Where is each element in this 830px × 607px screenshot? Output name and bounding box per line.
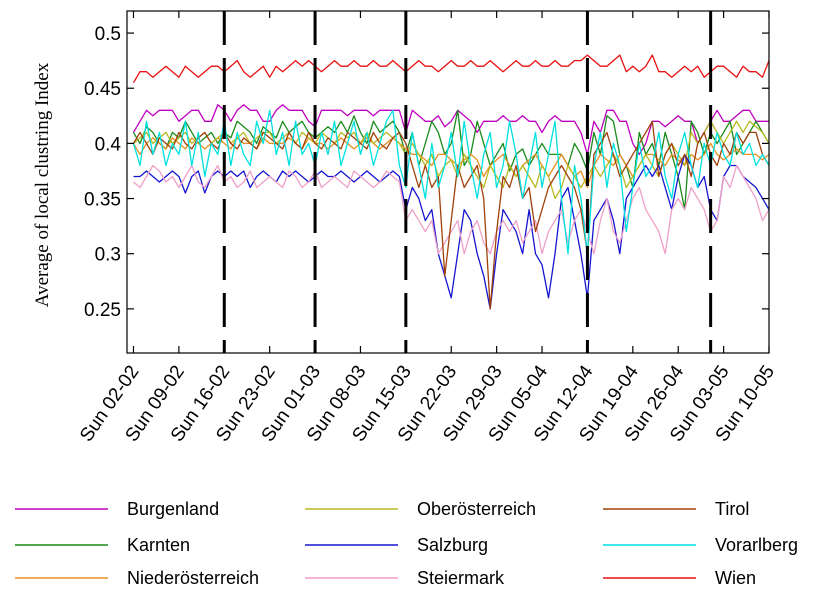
y-tick-label-3: 0.4 bbox=[95, 134, 122, 155]
legend: Burgenland Karnten Niederösterreich Oberöst… bbox=[15, 499, 798, 588]
y-tick-label-1: 0.3 bbox=[95, 245, 121, 266]
series-line-8 bbox=[132, 54, 770, 84]
y-tick-label-2: 0.35 bbox=[84, 190, 121, 211]
legend-label-1: Karnten bbox=[127, 535, 190, 555]
y-axis-ticks: 0.25 0.3 0.35 0.4 0.45 0.5 bbox=[84, 24, 769, 321]
series-line-5 bbox=[133, 164, 770, 255]
plot-frame bbox=[126, 10, 770, 354]
y-tick-label-4: 0.45 bbox=[84, 79, 121, 100]
y-tick-label-5: 0.5 bbox=[95, 24, 121, 45]
legend-label-4: Salzburg bbox=[417, 535, 488, 555]
series-layer bbox=[132, 54, 770, 310]
series-line-4 bbox=[133, 153, 770, 310]
series-line-7 bbox=[132, 109, 770, 255]
series-line-0 bbox=[132, 104, 769, 156]
legend-label-7: Vorarlberg bbox=[715, 535, 798, 555]
legend-label-0: Burgenland bbox=[127, 499, 219, 519]
series-line-1 bbox=[132, 109, 770, 211]
legend-label-6: Tirol bbox=[715, 499, 749, 519]
event-lines bbox=[222, 11, 713, 353]
y-tick-label-0: 0.25 bbox=[84, 300, 121, 321]
legend-label-3: Oberösterreich bbox=[417, 499, 536, 519]
legend-label-2: Niederösterreich bbox=[127, 568, 259, 588]
legend-label-5: Steiermark bbox=[417, 568, 505, 588]
legend-label-8: Wien bbox=[715, 568, 756, 588]
y-axis-label: Average of local clustring Index bbox=[32, 62, 53, 307]
